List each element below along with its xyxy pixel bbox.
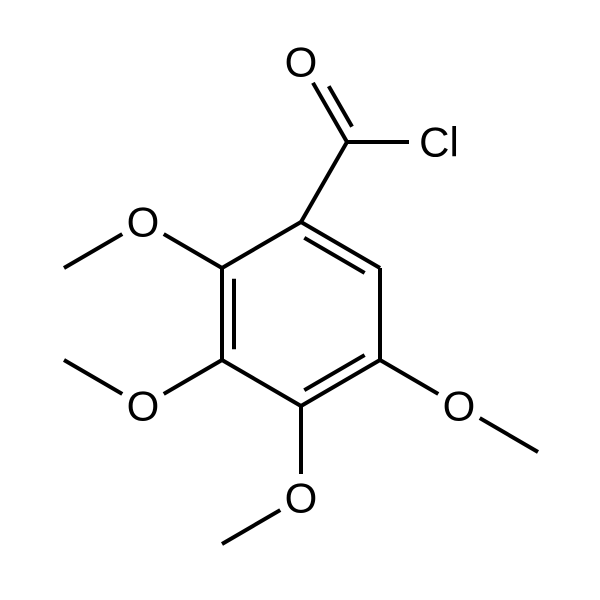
atom-label: Cl (419, 119, 459, 166)
bond-line (64, 360, 122, 394)
molecule-diagram: O Cl O O O O (0, 0, 600, 600)
atom-label: O (127, 383, 160, 430)
bond-line (164, 360, 222, 394)
atom-label: O (127, 199, 160, 246)
bond-line (380, 360, 438, 394)
bond-line (480, 418, 538, 452)
bond-line (329, 86, 352, 126)
bond-line (164, 234, 222, 268)
bond-line (222, 360, 301, 406)
atom-label: O (285, 39, 318, 86)
bond-line (301, 142, 347, 222)
bond-line (222, 222, 301, 268)
bond-line (222, 510, 280, 544)
atom-label: O (285, 475, 318, 522)
bond-line (64, 234, 122, 268)
molecule-layer: O Cl O O O O (64, 39, 538, 545)
atom-label: O (443, 383, 476, 430)
